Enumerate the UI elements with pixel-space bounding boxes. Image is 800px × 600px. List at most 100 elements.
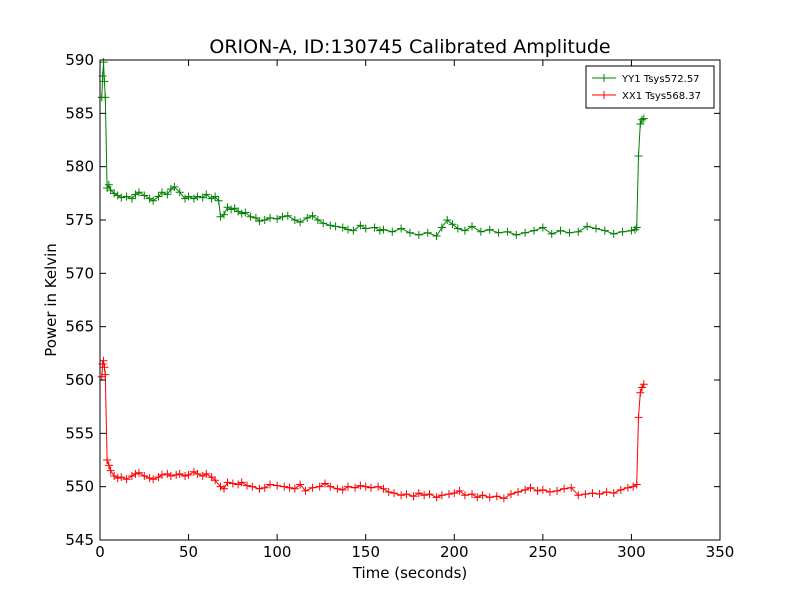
series-2-point-9 <box>110 472 119 480</box>
series-2-point-37 <box>234 480 243 489</box>
series-1-point-66 <box>388 227 397 236</box>
series-2-point-62 <box>379 484 388 493</box>
series-1-point-30 <box>202 190 211 199</box>
ticks-layer: 0 50 100 150 200 250 300 350 545 550 555 560 565 570 5… <box>65 51 734 561</box>
series-1-point-22 <box>166 185 175 194</box>
series-2-point-19 <box>154 473 163 482</box>
series-1-point-9 <box>110 189 119 198</box>
series-layer <box>97 58 648 503</box>
series-1-point-79 <box>485 225 494 234</box>
series-2-point-34 <box>220 484 228 493</box>
series-2-point-15 <box>134 468 143 477</box>
series-2-point-45 <box>280 482 289 491</box>
series-2-point-31 <box>207 473 216 482</box>
series-1-point-57 <box>331 222 340 231</box>
series-2-line <box>101 360 645 499</box>
series-1-point-35 <box>220 210 228 219</box>
x-tick-label-5: 200 <box>440 543 469 561</box>
series-2-point-66 <box>402 490 411 499</box>
series-2-point-4 <box>100 363 109 372</box>
series-1-point-99 <box>636 120 645 128</box>
series-1-point-39 <box>234 207 243 216</box>
series-2-point-100 <box>623 483 632 492</box>
series-1 <box>97 58 648 240</box>
series-1-point-71 <box>432 232 441 240</box>
series-1-point-25 <box>181 194 190 203</box>
series-2-point-78 <box>473 493 482 502</box>
series-2-point-67 <box>409 492 418 501</box>
x-axis-label: Time (seconds) <box>352 564 468 582</box>
series-1-point-74 <box>448 220 457 229</box>
x-tick-label-4: 150 <box>351 543 380 561</box>
series-2-point-25 <box>181 472 190 480</box>
y-tick-label-1: 545 <box>65 531 94 549</box>
series-1-point-3 <box>99 58 108 67</box>
series-2-point-98 <box>609 489 618 498</box>
series-2-point-30 <box>202 469 211 478</box>
series-2-point-70 <box>425 490 434 499</box>
series-1-point-49 <box>283 211 292 220</box>
series-1-point-40 <box>237 209 246 218</box>
series-1-point-64 <box>375 226 384 235</box>
legend-label-1: YY1 Tsys572.57 <box>621 74 700 85</box>
series-1-point-87 <box>556 226 565 235</box>
series-1-point-78 <box>476 227 485 236</box>
series-2-point-48 <box>296 480 305 489</box>
series-2-point-103 <box>634 413 643 422</box>
series-1-point-37 <box>227 205 236 214</box>
series-1-point-96 <box>630 225 639 234</box>
y-tick-label-5: 565 <box>65 318 94 336</box>
series-1-point-65 <box>379 225 388 234</box>
series-2-point-46 <box>285 483 294 492</box>
series-2-point-7 <box>104 461 113 470</box>
series-2-point-28 <box>193 469 202 478</box>
series-1-point-54 <box>313 216 322 224</box>
series-2-point-79 <box>478 491 487 500</box>
series-2-point-105 <box>638 383 647 392</box>
series-2-point-8 <box>106 466 115 475</box>
series-1-point-92 <box>600 226 609 235</box>
series-2-point-80 <box>485 493 494 502</box>
series-1-point-76 <box>460 226 469 235</box>
y-axis-label: Power in Kelvin <box>42 243 60 357</box>
series-1-point-7 <box>104 180 113 189</box>
series-2-point-72 <box>437 491 446 500</box>
series-1-point-14 <box>131 190 140 199</box>
series-1-point-97 <box>632 223 641 232</box>
series-1-point-90 <box>583 222 592 231</box>
plot-frame <box>99 59 721 541</box>
series-1-point-80 <box>494 228 503 237</box>
series-2-point-49 <box>301 486 310 495</box>
series-1-point-15 <box>134 188 143 197</box>
series-2-point-82 <box>499 494 508 503</box>
series-2 <box>97 356 648 503</box>
series-2-point-92 <box>567 483 576 492</box>
series-2-point-71 <box>432 493 441 502</box>
series-2-point-41 <box>255 484 264 493</box>
series-1-point-86 <box>547 229 556 238</box>
series-2-point-44 <box>273 481 282 490</box>
series-2-point-102 <box>632 480 641 489</box>
series-2-point-77 <box>468 490 476 499</box>
series-2-point-51 <box>315 482 324 491</box>
series-1-point-21 <box>163 190 172 199</box>
series-2-point-74 <box>450 489 459 498</box>
series-2-point-73 <box>444 490 453 499</box>
series-1-point-6 <box>103 184 112 192</box>
series-2-point-86 <box>526 483 535 492</box>
series-2-point-39 <box>243 481 252 490</box>
series-2-point-55 <box>338 485 347 494</box>
series-1-point-63 <box>370 223 379 232</box>
series-1-point-24 <box>175 188 184 197</box>
series-2-point-83 <box>506 490 515 499</box>
series-1-point-67 <box>397 224 406 233</box>
legend-marker-1 <box>600 74 608 82</box>
series-2-point-21 <box>163 469 172 478</box>
series-1-point-34 <box>216 212 225 221</box>
series-2-point-12 <box>122 475 131 484</box>
legend-box <box>585 65 715 109</box>
series-2-point-32 <box>211 476 220 485</box>
y-tick-label-6: 570 <box>65 264 94 282</box>
series-2-point-65 <box>397 491 406 500</box>
